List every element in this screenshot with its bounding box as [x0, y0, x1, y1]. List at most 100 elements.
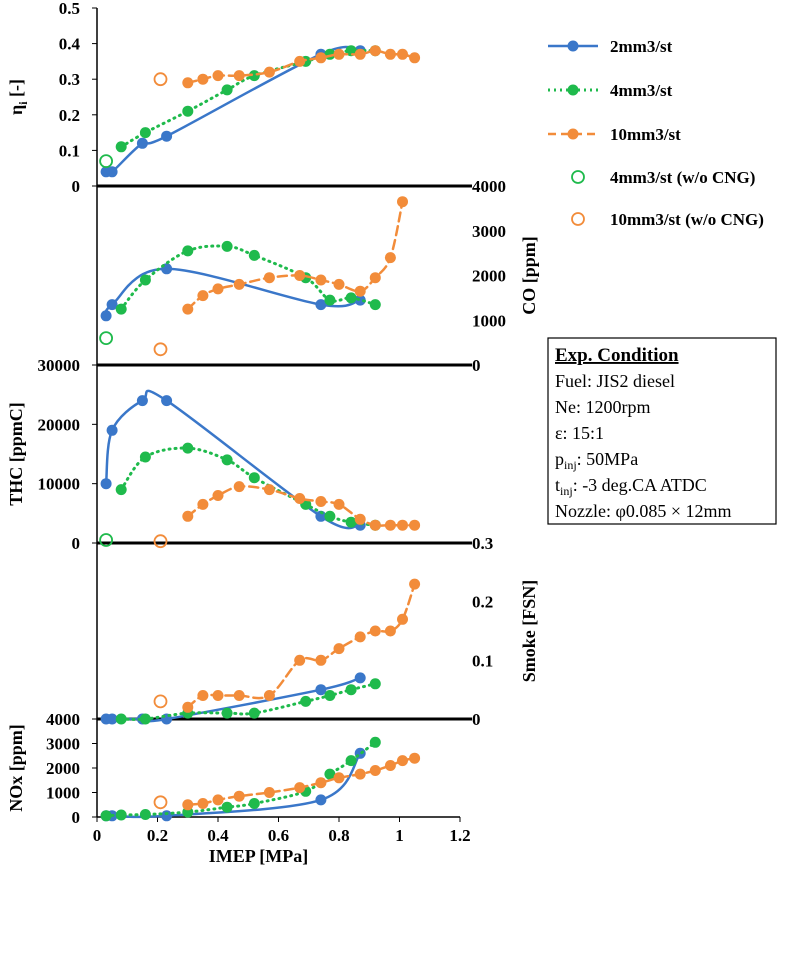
- data-point: [212, 283, 224, 295]
- data-point: [106, 713, 118, 725]
- y-tick-label-co: 0: [472, 356, 481, 375]
- data-point: [384, 625, 396, 637]
- series-2mm3-st-efficiency: [100, 45, 366, 178]
- panel-co: 0 1000 2000 3000 4000 CO [ppm]: [96, 177, 539, 375]
- y-axis-label-co: CO [ppm]: [519, 236, 539, 315]
- tinj-subscript: inj: [560, 484, 573, 498]
- legend-marker-4mm3: [567, 84, 579, 96]
- series-line: [119, 48, 377, 149]
- data-point: [333, 772, 345, 784]
- data-point: [197, 290, 209, 302]
- data-point: [233, 70, 245, 82]
- condition-ne: Ne: 1200rpm: [555, 397, 650, 417]
- data-point: [324, 510, 336, 522]
- pinj-value: : 50MPa: [577, 449, 639, 469]
- data-point: [384, 760, 396, 771]
- data-point: [115, 141, 127, 153]
- data-point: [315, 684, 327, 696]
- data-point: [397, 519, 408, 531]
- data-point: [136, 137, 148, 149]
- series-10mm3-st-nox: [182, 752, 421, 811]
- condition-fuel: Fuel: JIS2 diesel: [555, 371, 675, 391]
- series-2mm3-st-co: [100, 263, 366, 322]
- data-point: [106, 166, 118, 178]
- data-point: [197, 73, 209, 85]
- conditions-frame: [547, 337, 777, 525]
- data-point: [182, 701, 194, 713]
- data-point: [197, 690, 209, 701]
- x-tick-label: 0.4: [207, 826, 229, 845]
- data-point: [345, 755, 357, 767]
- data-point: [315, 510, 327, 522]
- series-line: [119, 682, 377, 721]
- data-point: [369, 299, 381, 311]
- y-tick-label-co: 3000: [472, 222, 506, 241]
- condition-nozzle: Nozzle: φ0.085 × 12mm: [555, 501, 732, 521]
- series-10mm3-st-w-o-cng-smoke: [153, 694, 168, 709]
- data-point: [233, 790, 245, 802]
- data-point: [115, 713, 127, 725]
- data-point: [115, 303, 127, 315]
- data-point-open: [153, 342, 168, 357]
- chart-panels: 00.10.20.30.40.5ηi [-]01000200030004000C…: [6, 0, 539, 866]
- data-point: [221, 240, 233, 252]
- series-10mm3-st-thc: [182, 481, 421, 531]
- pinj-subscript: inj: [564, 458, 577, 472]
- data-point: [161, 395, 173, 407]
- data-point: [139, 127, 151, 139]
- series-4mm3-st-co: [115, 240, 381, 315]
- data-point: [369, 625, 381, 637]
- data-point: [182, 105, 194, 117]
- y-tick-label-thc: 30000: [38, 356, 81, 375]
- data-point-open: [153, 72, 168, 87]
- data-point: [315, 777, 327, 789]
- condition-compression-ratio: ε: 15:1: [555, 423, 604, 443]
- y-tick-label-efficiency: 0.5: [59, 0, 80, 18]
- data-point: [221, 84, 233, 96]
- series-4mm3-st-thc: [115, 442, 381, 531]
- data-point: [248, 249, 260, 261]
- legend: 2mm3/st 4mm3/st 10mm3/st 4mm3/st (w/o CN…: [548, 37, 764, 229]
- data-point: [106, 424, 118, 436]
- series-10mm3-st-smoke: [182, 578, 421, 713]
- y-tick-label-nox: 1000: [46, 784, 80, 803]
- y-label-unit: [-]: [6, 79, 26, 101]
- y-axis-label-smoke: Smoke [FSN]: [519, 580, 539, 683]
- data-point: [315, 794, 327, 806]
- data-point: [300, 695, 312, 707]
- y-label-symbol: η: [6, 105, 26, 115]
- y-tick-label-smoke: 0.1: [472, 651, 493, 670]
- data-point: [294, 654, 306, 666]
- legend-label-2mm3: 2mm3/st: [610, 37, 673, 56]
- data-point: [409, 578, 421, 590]
- data-point: [263, 787, 275, 798]
- tinj-value: : -3 deg.CA ATDC: [573, 475, 707, 495]
- x-tick-label: 0.8: [328, 826, 349, 845]
- data-point: [233, 278, 245, 290]
- y-tick-label-smoke: 0: [472, 710, 481, 729]
- series-line: [119, 244, 377, 311]
- data-point: [369, 678, 381, 690]
- data-point-open: [99, 154, 113, 169]
- data-point: [263, 66, 275, 78]
- y-tick-label-efficiency: 0.2: [59, 106, 80, 125]
- data-point: [248, 70, 260, 82]
- legend-item-10mm3-wo-cng: 10mm3/st (w/o CNG): [571, 210, 764, 229]
- data-point: [384, 48, 396, 60]
- data-point: [397, 196, 408, 208]
- data-point: [139, 451, 151, 463]
- y-tick-label-nox: 0: [72, 808, 81, 827]
- data-point: [263, 484, 275, 496]
- data-point: [354, 672, 366, 684]
- data-point: [161, 130, 173, 142]
- data-point: [233, 690, 245, 701]
- data-point: [315, 274, 327, 286]
- conditions-title: Exp. Condition: [555, 345, 679, 366]
- data-point: [182, 510, 194, 522]
- data-point: [182, 77, 194, 89]
- x-tick-label: 1.2: [449, 826, 470, 845]
- data-point: [315, 299, 327, 311]
- y-tick-label-co: 1000: [472, 311, 506, 330]
- y-tick-label-nox: 2000: [46, 759, 80, 778]
- data-point: [324, 768, 336, 780]
